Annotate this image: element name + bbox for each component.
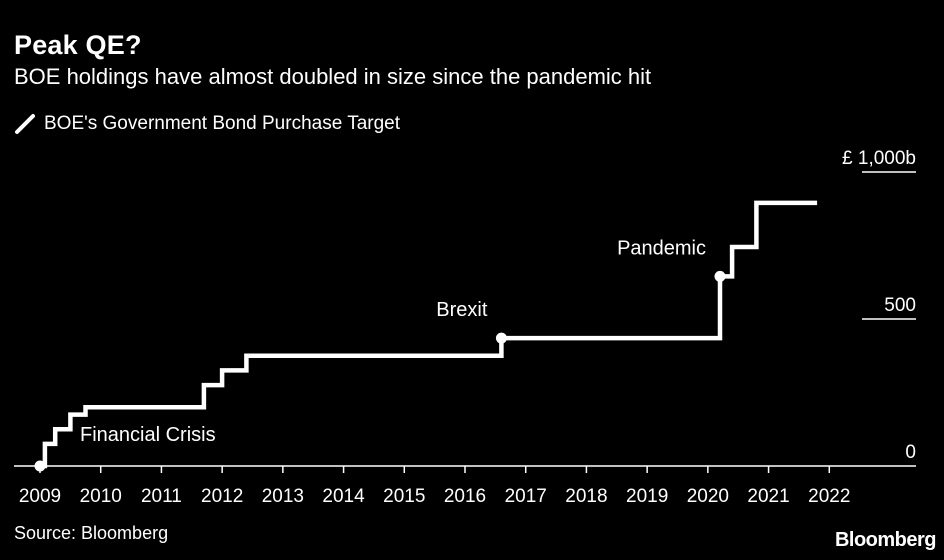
x-tick-label: 2010 [80,486,122,507]
x-tick-label: 2018 [565,486,607,507]
legend-line-icon [14,113,36,135]
x-tick-label: 2022 [808,486,850,507]
y-tick-label: 500 [884,295,916,316]
series-line [40,200,818,469]
legend-label: BOE's Government Bond Purchase Target [44,113,401,134]
x-tick-label: 2021 [747,486,789,507]
y-tick-label: £ 1,000b [842,148,916,169]
x-tick-label: 2016 [444,486,486,507]
y-tick-label: 0 [905,442,916,463]
annotation-dot [34,460,46,472]
annotation-label: Pandemic [617,237,706,259]
chart-subtitle: BOE holdings have almost doubled in size… [14,64,652,89]
x-tick-label: 2009 [19,486,61,507]
annotation-label: Brexit [436,299,488,321]
x-tick-label: 2017 [505,486,547,507]
annotation-dot [495,332,507,344]
x-tick-label: 2011 [141,486,182,507]
bloomberg-logo: Bloomberg [834,529,937,551]
source-note: Source: Bloomberg [14,523,169,543]
x-tick-label: 2019 [626,486,668,507]
annotation-label: Financial Crisis [80,424,216,446]
x-tick-label: 2013 [262,486,304,507]
x-tick-label: 2020 [687,486,729,507]
x-tick-label: 2015 [383,486,425,507]
x-tick-label: 2014 [322,486,365,507]
legend: BOE's Government Bond Purchase Target [14,113,400,135]
annotation-dot [714,270,726,282]
chart-title: Peak QE? [14,30,142,60]
x-tick-label: 2012 [201,486,243,507]
